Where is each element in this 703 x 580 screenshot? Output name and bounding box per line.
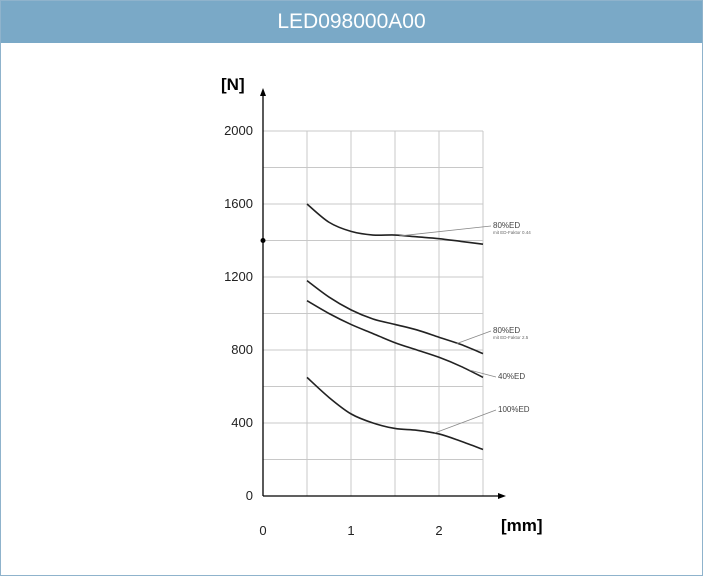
x-tick-label: 1: [347, 523, 354, 538]
series-line: [306, 300, 484, 379]
series-leader-line: [469, 369, 497, 378]
chart-axes: [260, 88, 506, 499]
x-tick-label: 0: [259, 523, 266, 538]
y-axis-label: [N]: [221, 75, 245, 94]
series-leader-line: [399, 225, 492, 237]
y-tick-label: 1600: [224, 196, 253, 211]
series-label: 80%ED: [493, 326, 520, 335]
y-tick-label: 800: [231, 342, 253, 357]
chart-grid: [263, 130, 484, 496]
chart-tick-labels: 0 400 800 1200 1600 2000 0 1 2: [224, 123, 443, 538]
series-line: [306, 280, 484, 355]
series-line: [306, 376, 484, 451]
series-leader-line: [434, 409, 497, 434]
series-label: 40%ED: [498, 372, 525, 381]
x-axis-arrow: [498, 493, 506, 499]
chart-area: 0 400 800 1200 1600 2000 0 1 2 80%ED mit ED-Fakto…: [1, 43, 702, 575]
series-line: [306, 203, 484, 245]
x-axis-label: [mm]: [501, 516, 543, 535]
series-label: 100%ED: [498, 405, 530, 414]
series-sub-label: mit ED-Faktor 0.44: [493, 230, 531, 235]
y-tick-label: 2000: [224, 123, 253, 138]
y-tick-label: 1200: [224, 269, 253, 284]
chart-header: LED098000A00: [1, 1, 702, 43]
series-sub-label: mit ED-Faktor 2.5: [493, 335, 529, 340]
chart-series: [306, 203, 484, 451]
y-axis-marker: [260, 238, 266, 243]
series-label: 80%ED: [493, 221, 520, 230]
series-leader-line: [456, 330, 492, 344]
y-axis-arrow: [260, 88, 266, 96]
y-tick-label: 0: [246, 488, 253, 503]
y-tick-label: 400: [231, 415, 253, 430]
x-tick-label: 2: [435, 523, 442, 538]
